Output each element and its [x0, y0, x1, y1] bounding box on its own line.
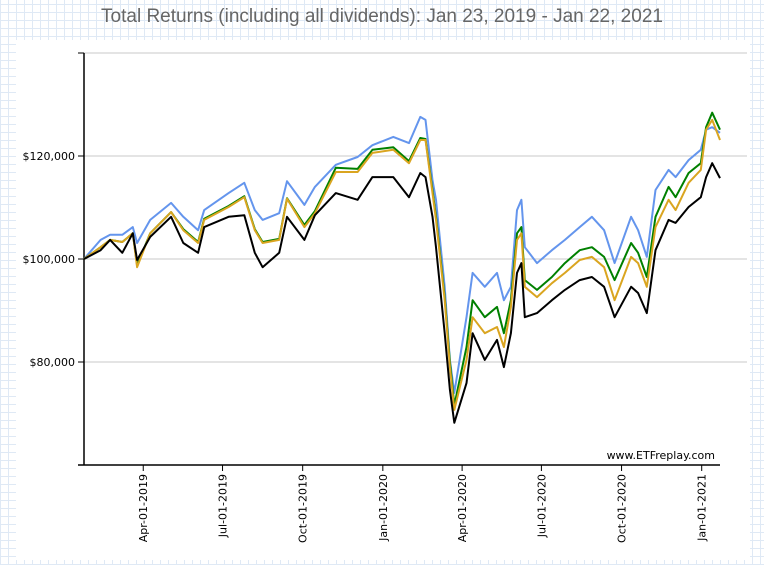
chart-panel: [16, 40, 750, 560]
x-tick-label: Jul-01-2019: [217, 474, 230, 538]
y-tick-label: $120,000: [23, 150, 76, 163]
x-tick-label: Jan-01-2021: [696, 474, 709, 542]
x-tick-label: Apr-01-2020: [456, 474, 469, 542]
watermark: www.ETFreplay.com: [607, 449, 715, 462]
x-tick-label: Oct-01-2019: [297, 474, 310, 543]
x-tick-label: Apr-01-2019: [137, 474, 150, 542]
y-tick-label: $100,000: [23, 253, 76, 266]
chart-title: Total Returns (including all dividends):…: [101, 6, 663, 27]
series-line-3: [83, 162, 721, 424]
x-tick-label: Oct-01-2020: [616, 474, 629, 543]
series-line-2: [83, 118, 721, 411]
x-tick-label: Jul-01-2020: [535, 474, 548, 538]
x-tick-label: Jan-01-2020: [377, 474, 390, 542]
y-tick-label: $80,000: [30, 356, 76, 369]
